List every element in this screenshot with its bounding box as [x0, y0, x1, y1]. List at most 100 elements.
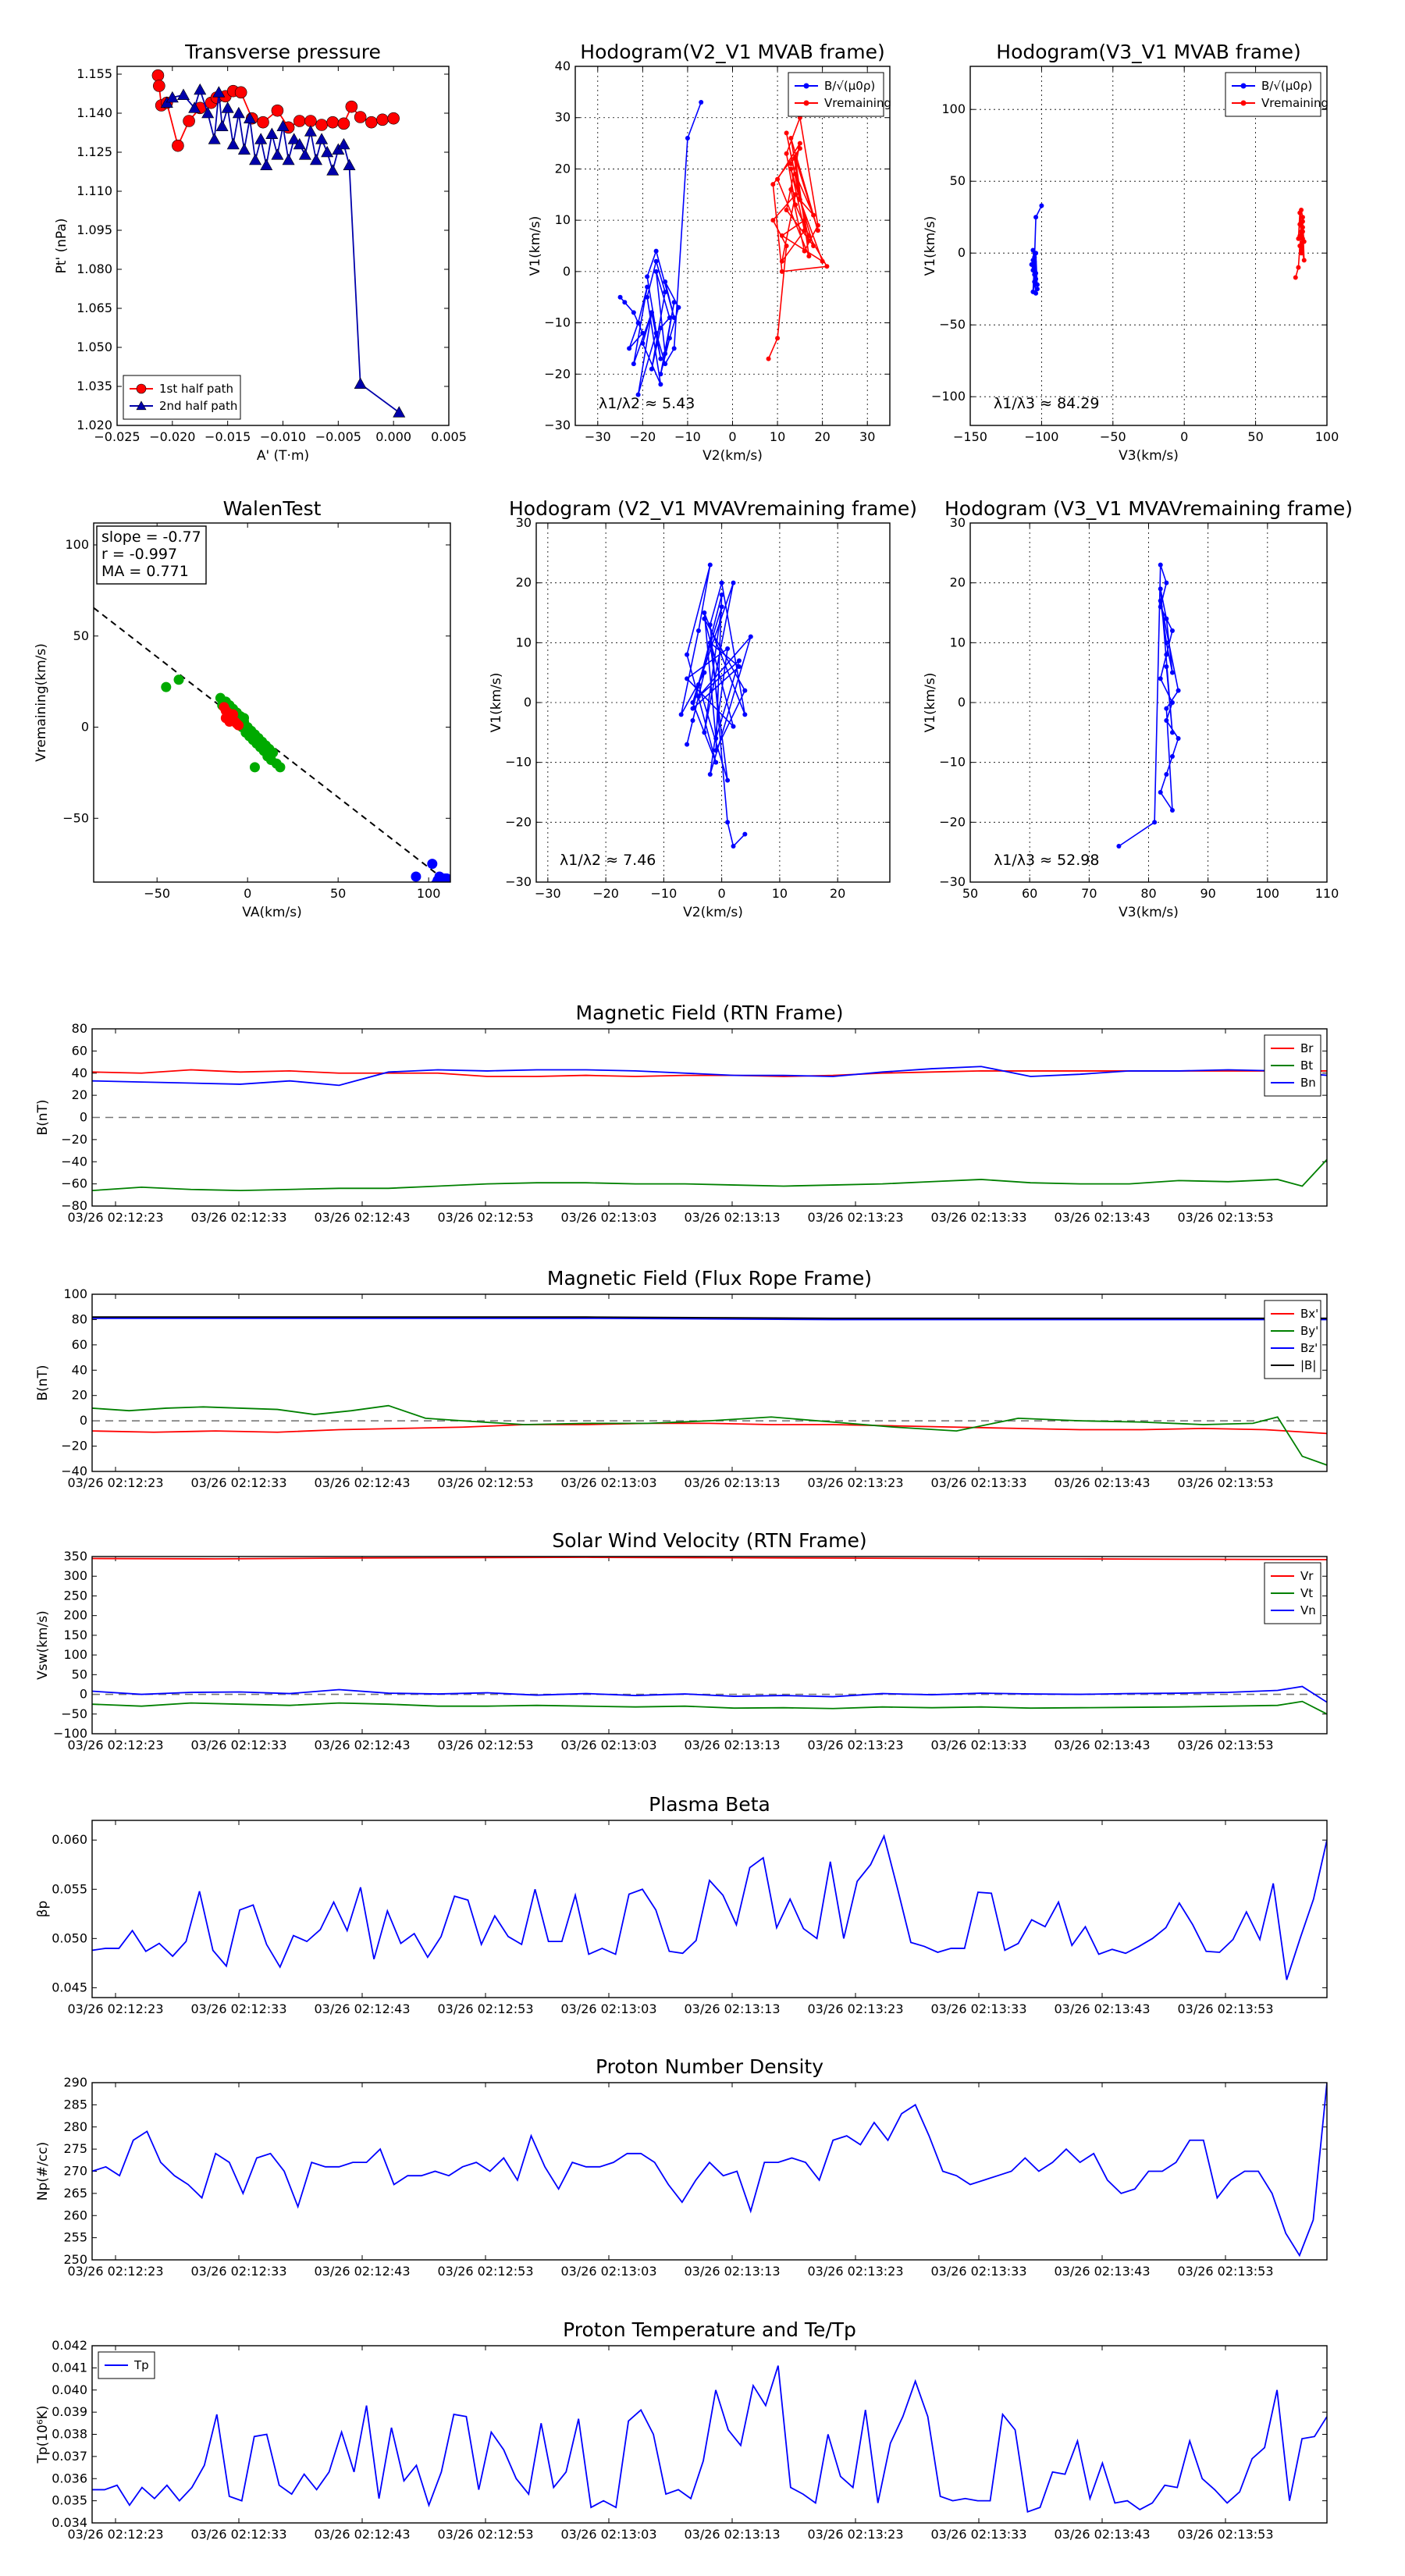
series-by- — [92, 1404, 1327, 1466]
legend-label: Bz' — [1300, 1341, 1318, 1355]
x-axis-label: V2(km/s) — [683, 905, 743, 920]
data-point — [663, 279, 668, 284]
y-tick-label: 40 — [72, 1362, 87, 1377]
data-point — [233, 720, 244, 731]
data-point — [663, 351, 668, 356]
data-point — [793, 172, 799, 176]
x-tick-label: 03/26 02:12:53 — [437, 2001, 533, 2016]
y-tick-label: 285 — [63, 2097, 87, 2112]
data-point — [315, 119, 328, 131]
y-axis-label: V1(km/s) — [528, 216, 543, 276]
data-point — [690, 718, 695, 723]
data-point — [1176, 736, 1181, 741]
series-2nd-half-path — [160, 83, 406, 418]
data-point — [1039, 203, 1044, 208]
y-tick-label: 1.110 — [76, 183, 112, 198]
x-tick-label: 03/26 02:13:23 — [807, 1475, 903, 1490]
y-tick-label: 50 — [72, 1667, 87, 1681]
data-point — [1158, 604, 1163, 610]
x-tick-label: 03/26 02:13:43 — [1054, 1475, 1150, 1490]
y-axis-label: B(nT) — [35, 1364, 51, 1400]
data-point — [719, 580, 724, 585]
data-point — [228, 709, 239, 720]
y-tick-label: −30 — [544, 418, 571, 432]
x-tick-label: −10 — [650, 886, 677, 901]
series-bn — [92, 1066, 1327, 1087]
data-point — [719, 604, 724, 610]
series-vt — [92, 1700, 1327, 1715]
data-point — [293, 115, 306, 127]
data-point — [387, 112, 400, 125]
data-point — [802, 218, 807, 223]
y-tick-label: 270 — [63, 2164, 87, 2179]
plot-title: Solar Wind Velocity (RTN Frame) — [552, 1529, 866, 1552]
data-point — [811, 244, 816, 248]
plot-t2: Magnetic Field (Flux Rope Frame) 03/26 02… — [35, 1267, 1328, 1490]
data-point — [806, 233, 812, 238]
data-point — [1169, 730, 1175, 735]
series-line — [166, 87, 400, 414]
legend-marker — [136, 400, 147, 411]
data-point — [685, 676, 690, 681]
legend-label: |B| — [1300, 1358, 1316, 1372]
y-tick-label: 10 — [516, 635, 532, 649]
legend: Bx' By' Bz' |B| — [1264, 1300, 1321, 1379]
x-tick-label: 03/26 02:13:43 — [1054, 2001, 1150, 2016]
data-point — [699, 100, 704, 105]
x-tick-label: 100 — [1315, 429, 1339, 444]
y-tick-label: 50 — [73, 628, 89, 643]
y-axis-label: Tp(10⁶K) — [35, 2405, 51, 2464]
x-tick-label: 03/26 02:13:23 — [807, 1210, 903, 1225]
stats-line: MA = 0.771 — [101, 563, 189, 580]
legend: Br Bt Bn — [1264, 1034, 1321, 1097]
legend-box — [1225, 72, 1321, 117]
y-tick-label: 1.140 — [76, 105, 112, 120]
eigen-ratio-annotation: λ1/λ2 ≈ 5.43 — [599, 395, 695, 412]
data-point — [427, 859, 438, 870]
data-point — [676, 304, 681, 310]
data-point — [667, 315, 672, 320]
data-point — [1152, 820, 1158, 825]
x-tick-label: 03/26 02:13:53 — [1177, 2001, 1273, 2016]
data-point — [275, 762, 286, 773]
y-tick-label: 0 — [958, 245, 966, 260]
legend-marker — [1240, 83, 1247, 89]
y-tick-label: 1.020 — [76, 418, 112, 432]
x-tick-label: 03/26 02:12:23 — [67, 1738, 163, 1752]
data-point — [695, 682, 701, 687]
x-tick-label: −10 — [674, 429, 701, 444]
x-tick-label: 03/26 02:12:33 — [190, 2527, 286, 2542]
data-point — [653, 330, 659, 336]
y-axis-label: V1(km/s) — [489, 673, 504, 733]
data-point — [1158, 676, 1163, 681]
data-point — [1296, 236, 1301, 241]
x-tick-label: 03/26 02:13:23 — [807, 1738, 903, 1752]
x-tick-label: 10 — [770, 429, 785, 444]
legend-label: Tp — [133, 2358, 149, 2372]
data-point — [257, 116, 269, 129]
y-tick-label: −20 — [61, 1132, 87, 1147]
y-axis-label: βp — [35, 1901, 51, 1918]
data-point — [663, 361, 668, 367]
data-point — [671, 346, 677, 351]
x-tick-label: 03/26 02:13:23 — [807, 2527, 903, 2542]
y-tick-label: 60 — [72, 1043, 87, 1058]
series-line — [619, 101, 702, 395]
x-tick-label: 03/26 02:12:43 — [314, 1738, 410, 1752]
data-point — [702, 670, 707, 675]
x-tick-label: −0.010 — [260, 429, 306, 444]
y-tick-label: 250 — [63, 1588, 87, 1603]
y-tick-label: 60 — [72, 1337, 87, 1352]
plot-data — [1029, 203, 1307, 296]
legend: Tp — [98, 2351, 155, 2379]
x-tick-label: 03/26 02:13:03 — [560, 1738, 656, 1752]
data-point — [326, 164, 340, 176]
axes-frame — [969, 66, 1328, 426]
plot-p3: Hodogram(V3_V1 MVAB frame) −150 −100 −50 0 50… — [923, 41, 1339, 464]
x-axis-label: V2(km/s) — [702, 448, 763, 464]
y-tick-label: −30 — [505, 874, 532, 889]
y-tick-label: −80 — [61, 1198, 87, 1213]
x-tick-label: 20 — [814, 429, 830, 444]
data-point — [797, 146, 802, 151]
y-tick-label: 0 — [524, 695, 532, 710]
